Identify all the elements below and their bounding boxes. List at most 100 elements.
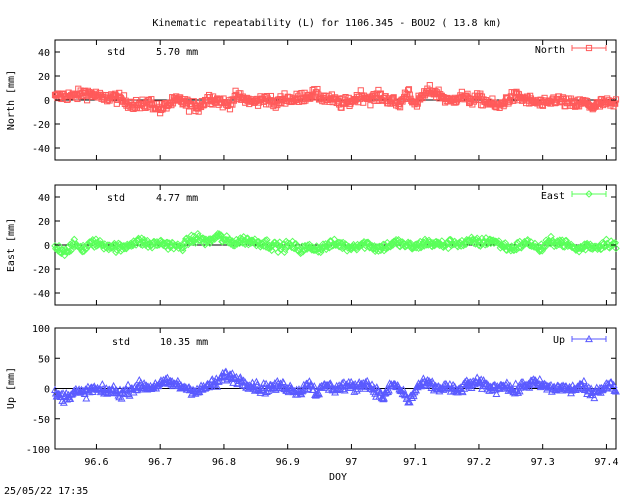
up-point [473,373,482,381]
up-point [515,387,524,395]
up-point [270,384,279,392]
north-point [612,100,619,107]
north-point [405,87,412,94]
north-legend-label: North [535,45,565,56]
east-point [303,245,311,253]
up-point [309,385,318,393]
up-point [229,378,238,386]
up-point [66,394,75,402]
east-point [216,231,225,240]
footer-timestamp: 25/05/22 17:35 [4,486,88,496]
east-point [67,246,75,255]
east-point [80,247,88,256]
x-tick-label: 97 [345,457,357,468]
up-legend-label: Up [553,335,565,346]
east-point [59,245,67,254]
up-point [252,377,261,385]
east-point [466,237,475,246]
north-point [464,90,471,97]
up-point [370,383,379,392]
east-x-ticks [95,185,607,305]
north-y-ticks: -40 -20 0 20 40 [32,48,616,155]
east-y-ticks: -40 -20 0 20 40 [32,193,616,300]
north-point [84,97,91,104]
north-point [373,90,380,97]
x-tick-label: 97.2 [467,457,491,468]
north-y-tick-label: -40 [32,144,50,155]
up-point [124,380,132,388]
north-y-tick-label: -20 [32,120,50,131]
up-point [163,373,172,381]
east-point [601,241,610,250]
up-point [449,380,458,389]
east-y-axis-label: East [mm] [6,218,17,272]
east-point [223,236,232,244]
east-point [428,242,437,251]
up-point [511,379,520,387]
east-point [597,245,606,253]
north-point [406,91,413,98]
east-point [368,241,376,250]
east-point [338,244,347,253]
north-legend-marker [585,44,593,52]
east-point [273,240,282,248]
east-point [425,236,433,245]
north-point [130,105,137,112]
up-point [479,376,488,384]
up-point [206,381,215,389]
north-std-value: 5.70 mm [156,47,198,58]
north-point [156,106,163,113]
up-point [262,379,271,387]
up-point [310,382,319,390]
up-std-label: std [112,337,130,348]
up-point [295,385,303,393]
north-data-series [51,82,620,117]
east-point [414,244,423,253]
north-point [254,102,262,109]
up-panel: -100 -50 0 50 100 96.6 96.7 96.8 96.9 97 97.1 97.2… [6,324,620,468]
east-point [380,246,388,255]
north-panel: -40 -20 0 20 40 North [mm] std 5.70 mm North [6,39,620,161]
north-point [426,82,433,89]
up-point [579,376,588,385]
up-y-axis-label: Up [mm] [6,367,17,409]
up-y-tick-label: 100 [32,324,50,335]
north-point [489,95,496,102]
north-point [190,98,197,105]
east-y-tick-label: -40 [32,289,50,300]
east-point [121,242,130,250]
north-x-ticks [95,40,607,160]
up-point [340,386,349,394]
up-std-value: 10.35 mm [160,337,208,348]
north-point [281,90,288,97]
north-point [512,89,519,96]
up-point [445,380,454,388]
east-point [236,234,245,242]
up-point [315,389,323,398]
north-y-tick-label: 20 [38,72,50,83]
east-point [388,239,396,247]
up-point [492,389,501,397]
up-point [106,386,115,394]
up-point [612,387,620,395]
east-data-series [51,229,620,260]
north-point [397,104,404,111]
east-std-label: std [107,193,125,204]
east-point [612,244,620,253]
up-point [213,382,222,390]
up-point [117,394,126,402]
east-panel: -40 -20 0 20 40 East [mm] std 4.77 mm East [6,184,620,306]
north-point [168,102,175,109]
up-point [232,372,241,381]
up-point [405,398,414,406]
x-tick-label: 96.8 [212,457,236,468]
east-point [194,229,202,238]
x-axis-label: DOY [329,472,347,483]
north-point [185,108,193,115]
up-point [380,394,388,402]
east-point [100,245,108,253]
east-point [319,240,327,249]
east-point [353,240,362,249]
up-point [463,379,472,387]
